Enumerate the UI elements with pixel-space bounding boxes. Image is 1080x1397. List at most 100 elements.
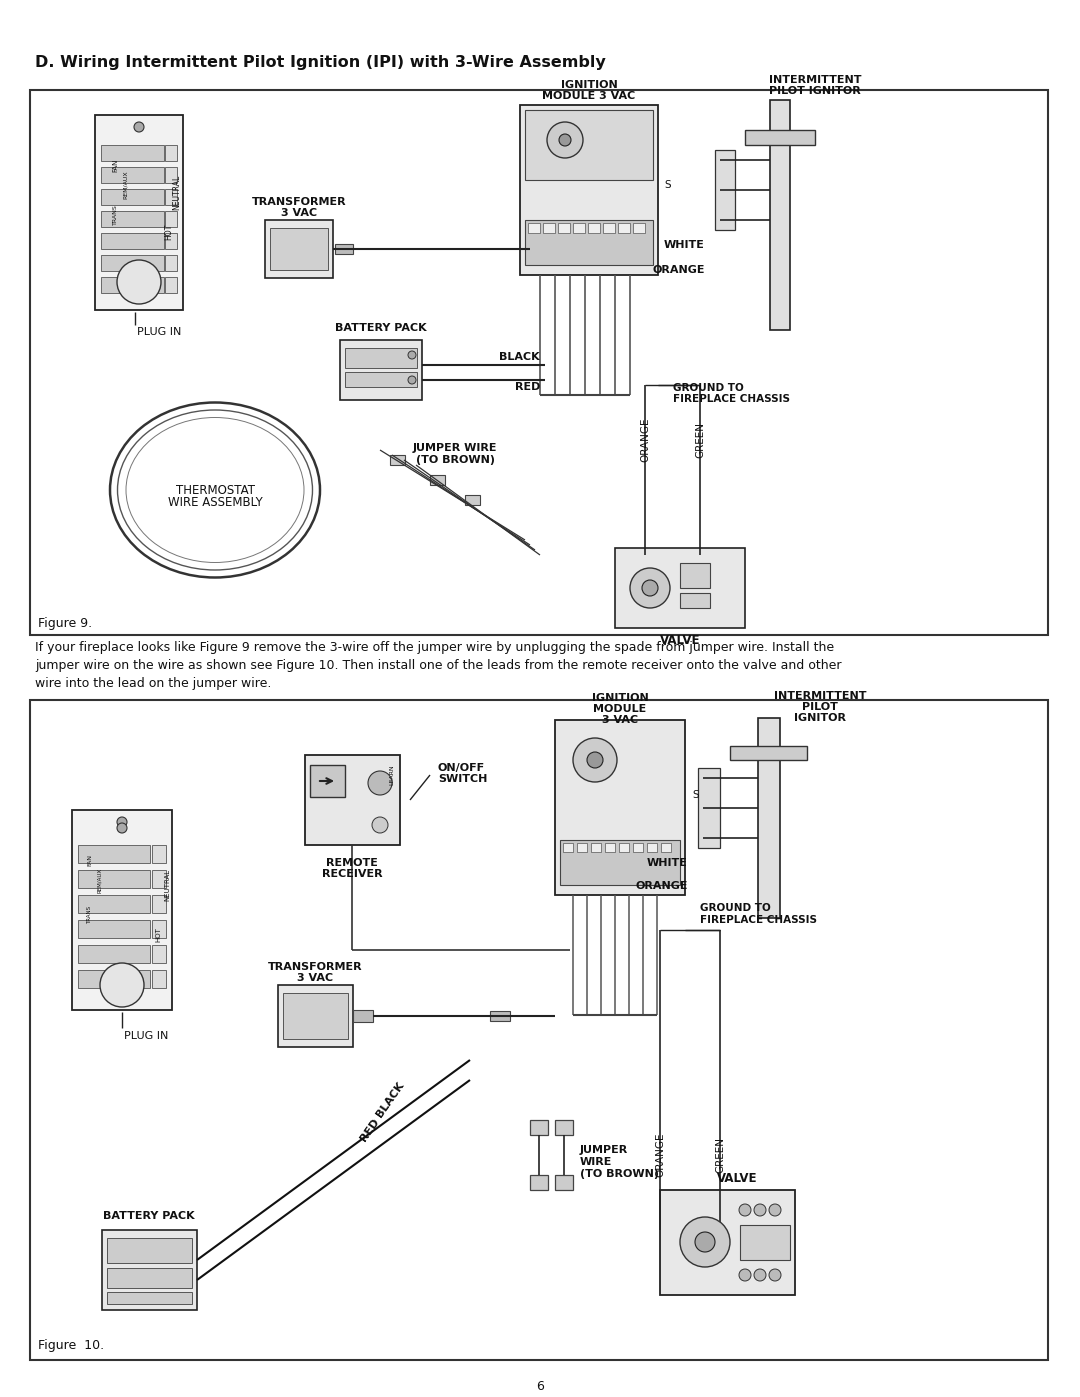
Bar: [345, 348, 417, 367]
Text: BATTERY PACK: BATTERY PACK: [335, 323, 427, 332]
Bar: [78, 845, 150, 863]
Text: PLUG IN: PLUG IN: [124, 1031, 168, 1041]
Text: 3 VAC: 3 VAC: [602, 715, 638, 725]
Circle shape: [134, 122, 144, 131]
Circle shape: [408, 376, 416, 384]
Bar: [603, 224, 615, 233]
Bar: [102, 168, 164, 183]
Circle shape: [117, 817, 127, 827]
Bar: [715, 149, 735, 231]
Text: Figure 9.: Figure 9.: [38, 616, 92, 630]
Text: NEUTRAL: NEUTRAL: [173, 175, 181, 210]
Text: ORANGE: ORANGE: [652, 265, 705, 275]
Text: TRANSFORMER: TRANSFORMER: [268, 963, 362, 972]
Bar: [102, 145, 164, 161]
Text: REM/AUX: REM/AUX: [122, 170, 127, 200]
Bar: [30, 89, 1048, 636]
Circle shape: [754, 1268, 766, 1281]
Circle shape: [546, 122, 583, 158]
Text: BLACK: BLACK: [499, 352, 540, 362]
Bar: [152, 845, 166, 863]
Bar: [165, 145, 177, 161]
Bar: [588, 224, 600, 233]
Text: VALVE: VALVE: [717, 1172, 757, 1185]
Bar: [530, 1120, 548, 1134]
Text: BATTERY PACK: BATTERY PACK: [104, 1211, 194, 1221]
Bar: [555, 1120, 573, 1134]
Text: HOT: HOT: [164, 224, 174, 240]
Bar: [165, 211, 177, 226]
Text: GROUND TO: GROUND TO: [673, 383, 744, 393]
Text: REM/AUX: REM/AUX: [97, 868, 103, 893]
Text: INTERMITTENT: INTERMITTENT: [773, 692, 866, 701]
Text: PILOT IGNITOR: PILOT IGNITOR: [769, 87, 861, 96]
Circle shape: [680, 1217, 730, 1267]
Circle shape: [642, 580, 658, 597]
Bar: [633, 224, 645, 233]
Bar: [680, 592, 710, 608]
Text: ON/OFF: ON/OFF: [438, 763, 485, 773]
Bar: [265, 219, 333, 278]
Circle shape: [630, 569, 670, 608]
Text: PILOT: PILOT: [802, 703, 838, 712]
Bar: [633, 842, 643, 852]
Text: INTERMITTENT: INTERMITTENT: [769, 75, 861, 85]
Bar: [615, 548, 745, 629]
Text: (TO BROWN): (TO BROWN): [580, 1169, 659, 1179]
Circle shape: [739, 1204, 751, 1215]
Text: NEUTRAL: NEUTRAL: [164, 869, 170, 901]
Bar: [78, 870, 150, 888]
Bar: [152, 921, 166, 937]
Text: RECEIVER: RECEIVER: [322, 869, 382, 879]
Bar: [335, 244, 353, 254]
Text: GREEN: GREEN: [696, 422, 705, 458]
Text: WHITE: WHITE: [647, 858, 688, 868]
Bar: [102, 189, 164, 205]
Bar: [78, 944, 150, 963]
Circle shape: [573, 738, 617, 782]
Bar: [102, 211, 164, 226]
Bar: [558, 224, 570, 233]
Bar: [758, 718, 780, 918]
Bar: [165, 233, 177, 249]
Bar: [555, 719, 685, 895]
Bar: [107, 1268, 192, 1288]
Bar: [530, 1175, 548, 1190]
Text: WIRE: WIRE: [580, 1157, 612, 1166]
Text: wire into the lead on the jumper wire.: wire into the lead on the jumper wire.: [35, 678, 271, 690]
Text: TRANS: TRANS: [87, 905, 93, 923]
Bar: [561, 840, 680, 886]
Text: RED: RED: [515, 381, 540, 393]
Bar: [78, 921, 150, 937]
Bar: [165, 168, 177, 183]
Circle shape: [372, 817, 388, 833]
Bar: [305, 754, 400, 845]
Text: If your fireplace looks like Figure 9 remove the 3-wire off the jumper wire by u: If your fireplace looks like Figure 9 re…: [35, 641, 834, 655]
Circle shape: [769, 1204, 781, 1215]
Bar: [30, 700, 1048, 1361]
Bar: [152, 944, 166, 963]
Bar: [619, 842, 629, 852]
Bar: [165, 277, 177, 293]
Text: VALVE: VALVE: [660, 633, 700, 647]
Text: RED: RED: [359, 1116, 381, 1143]
Text: FIREPLACE CHASSIS: FIREPLACE CHASSIS: [673, 394, 789, 404]
Text: WIRE ASSEMBLY: WIRE ASSEMBLY: [167, 496, 262, 510]
Bar: [283, 993, 348, 1039]
Text: ORANGE: ORANGE: [635, 882, 688, 891]
Bar: [647, 842, 657, 852]
Bar: [102, 1229, 197, 1310]
Text: GREEN: GREEN: [715, 1137, 725, 1173]
Text: 3 VAC: 3 VAC: [281, 208, 318, 218]
Text: (TO BROWN): (TO BROWN): [416, 455, 495, 465]
Bar: [102, 277, 164, 293]
Bar: [270, 228, 328, 270]
Bar: [698, 768, 720, 848]
Circle shape: [100, 963, 144, 1007]
Bar: [519, 105, 658, 275]
Text: 6: 6: [536, 1380, 544, 1393]
Bar: [72, 810, 172, 1010]
Bar: [152, 895, 166, 914]
Bar: [680, 563, 710, 588]
Text: JUMPER WIRE: JUMPER WIRE: [413, 443, 497, 453]
